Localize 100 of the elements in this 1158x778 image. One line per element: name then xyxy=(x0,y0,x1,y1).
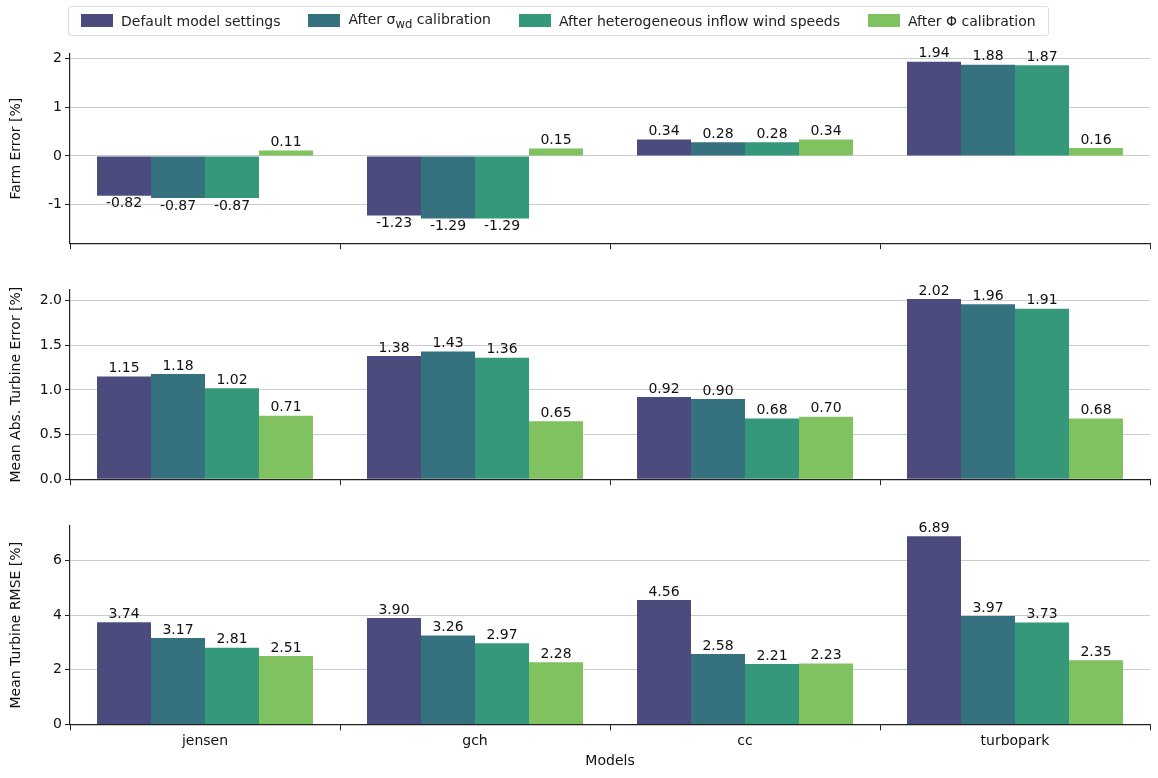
bar xyxy=(421,635,475,724)
y-tick-label: 6 xyxy=(53,551,63,568)
data-label: 1.36 xyxy=(486,340,518,357)
data-label: 0.68 xyxy=(1080,400,1112,417)
bar xyxy=(367,617,421,724)
bar xyxy=(259,415,313,479)
bar xyxy=(637,139,691,156)
y-tick-label: 0 xyxy=(53,146,62,163)
legend-label: After heterogeneous inflow wind speeds xyxy=(558,12,840,29)
data-label: 3.97 xyxy=(972,598,1004,615)
bar xyxy=(367,156,421,216)
data-label: 0.15 xyxy=(540,131,572,148)
bar xyxy=(637,599,691,724)
bar xyxy=(907,536,961,724)
bar xyxy=(205,647,259,724)
data-label: 0.28 xyxy=(702,124,734,141)
data-label: 2.51 xyxy=(270,638,302,655)
bar xyxy=(367,355,421,479)
data-label: 0.71 xyxy=(270,398,302,415)
y-tick-label: -1 xyxy=(48,194,62,211)
x-tick-label: gch xyxy=(462,732,488,749)
bar xyxy=(97,376,151,479)
y-axis-title: Farm Error [%] xyxy=(7,97,24,200)
bar xyxy=(1015,308,1069,479)
legend-label: After σ$_{wd}$ calibration xyxy=(348,11,491,31)
bar xyxy=(961,304,1015,479)
bar xyxy=(1069,147,1123,156)
legend-label: Default model settings xyxy=(121,12,281,29)
data-label: 0.34 xyxy=(648,121,680,138)
x-tick-label: cc xyxy=(737,732,753,749)
bar xyxy=(205,387,259,479)
data-label: 2.35 xyxy=(1080,642,1112,659)
bar xyxy=(97,156,151,196)
data-label: 3.90 xyxy=(378,600,410,617)
data-label: 6.89 xyxy=(918,518,950,535)
data-label: 1.87 xyxy=(1026,47,1058,64)
bar xyxy=(1015,64,1069,156)
y-tick-label: 0.5 xyxy=(39,425,62,442)
bar xyxy=(961,615,1015,724)
y-axis-title: Mean Turbine RMSE [%] xyxy=(7,541,24,709)
bar xyxy=(1069,418,1123,479)
bar xyxy=(691,398,745,479)
data-label: 1.88 xyxy=(972,47,1004,64)
bar xyxy=(961,64,1015,156)
data-label: 3.26 xyxy=(432,617,464,634)
bar xyxy=(475,357,529,479)
data-label: 2.28 xyxy=(540,644,572,661)
data-label: 0.11 xyxy=(270,132,302,149)
data-label: 3.74 xyxy=(108,604,140,621)
bar xyxy=(529,420,583,479)
data-label: 0.68 xyxy=(756,400,788,417)
data-label: -1.23 xyxy=(375,213,413,230)
y-tick-label: 2 xyxy=(53,660,62,677)
data-label: 1.94 xyxy=(918,44,950,61)
data-label: -0.87 xyxy=(213,196,251,213)
data-label: 1.91 xyxy=(1026,291,1058,308)
bar xyxy=(475,643,529,724)
y-tick-label: 1 xyxy=(53,97,62,114)
bar xyxy=(151,373,205,479)
data-label: 1.38 xyxy=(378,338,410,355)
bar xyxy=(691,653,745,724)
data-label: 4.56 xyxy=(648,582,680,599)
data-label: 1.02 xyxy=(216,370,248,387)
data-label: 3.17 xyxy=(162,620,194,637)
bar xyxy=(691,142,745,156)
y-tick-label: 0 xyxy=(53,714,62,731)
data-label: 2.02 xyxy=(918,281,950,298)
bar xyxy=(97,622,151,724)
y-tick-label: 2.0 xyxy=(39,291,62,308)
legend-label: After Φ calibration xyxy=(907,12,1036,29)
data-label: 2.58 xyxy=(702,636,734,653)
y-tick-label: 0.0 xyxy=(39,469,62,486)
y-axis-title: Mean Abs. Turbine Error [%] xyxy=(7,286,24,483)
bar xyxy=(907,298,961,479)
bar xyxy=(205,156,259,198)
data-label: 1.18 xyxy=(162,356,194,373)
y-tick-label: 1.5 xyxy=(39,335,62,352)
bar xyxy=(529,661,583,724)
bar xyxy=(1069,660,1123,724)
data-label: 2.81 xyxy=(216,630,248,647)
data-label: 0.28 xyxy=(756,124,788,141)
bar xyxy=(799,663,853,724)
bar xyxy=(637,396,691,479)
data-label: 0.34 xyxy=(810,121,842,138)
y-tick-label: 4 xyxy=(53,605,63,622)
data-label: -0.82 xyxy=(105,194,143,211)
bar xyxy=(907,61,961,156)
x-tick-label: turbopark xyxy=(980,732,1051,749)
data-label: 0.90 xyxy=(702,381,734,398)
bar xyxy=(799,139,853,156)
y-tick-label: 1.0 xyxy=(39,380,62,397)
bar xyxy=(259,655,313,724)
bar xyxy=(421,351,475,479)
data-label: -1.29 xyxy=(429,216,467,233)
bar xyxy=(745,418,799,479)
x-tick-label: jensen xyxy=(180,732,229,749)
data-label: 0.16 xyxy=(1080,130,1112,147)
data-label: 2.21 xyxy=(756,646,788,663)
data-label: 1.15 xyxy=(108,359,140,376)
bar xyxy=(799,416,853,479)
